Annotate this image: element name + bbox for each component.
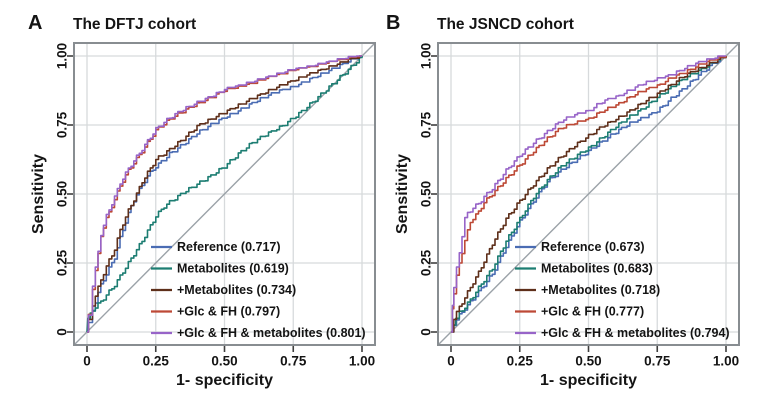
- roc-curve-4: [451, 56, 727, 333]
- x-tick-label: 0.50: [211, 354, 237, 369]
- x-axis-label-a: 1- specificity: [176, 372, 273, 389]
- y-tick-label: 0: [55, 328, 70, 336]
- plot-border: [437, 42, 740, 346]
- roc-curve-2: [86, 56, 363, 333]
- y-tick-label: 0: [419, 328, 434, 336]
- roc-curve-1: [451, 56, 727, 333]
- legend-label: Metabolites (0.619): [177, 262, 289, 276]
- y-tick-label: 0.50: [419, 181, 434, 207]
- roc-curve-1: [87, 55, 363, 333]
- panel-B: 0 0.25 0.50 0.75 1.00 0 0.25 0.50 0.75 1.00 Refere…: [419, 42, 740, 369]
- y-tick-label: 0.25: [419, 249, 434, 276]
- roc-curve-5: [451, 55, 726, 333]
- legend-label: Reference (0.717): [177, 240, 281, 254]
- panel-A: 0 0.25 0.50 0.75 1.00 0 0.25 0.50 0.75 1.00 Refere…: [55, 42, 376, 369]
- x-tick-label: 0.75: [644, 354, 671, 369]
- panel-title-dftj: The DFTJ cohort: [73, 16, 197, 33]
- y-tick-label: 0.50: [55, 181, 70, 207]
- legend-label: +Glc & FH & metabolites (0.801): [177, 326, 366, 340]
- legend-label: +Glc & FH & metabolites (0.794): [541, 326, 730, 340]
- x-tick-label: 0.25: [507, 354, 534, 369]
- y-tick-label: 1.00: [419, 43, 434, 69]
- y-tick-label: 0.25: [55, 249, 70, 276]
- panel-title-jsncd: The JSNCD cohort: [437, 16, 574, 33]
- y-tick-label: 0.75: [55, 111, 70, 138]
- diagonal-reference-line: [437, 42, 740, 346]
- legend-label: +Metabolites (0.718): [541, 283, 660, 297]
- x-axis-label-b: 1- specificity: [540, 372, 637, 389]
- legend-label: +Glc & FH (0.777): [541, 305, 644, 319]
- x-tick-label: 0: [447, 354, 455, 369]
- x-tick-label: 1.00: [713, 354, 739, 369]
- x-tick-label: 0: [83, 354, 91, 369]
- plot-border: [73, 42, 376, 346]
- legend-label: Metabolites (0.683): [541, 262, 653, 276]
- x-tick-label: 1.00: [349, 354, 375, 369]
- x-tick-label: 0.75: [280, 354, 307, 369]
- legend-label: +Glc & FH (0.797): [177, 305, 280, 319]
- roc-curve-5: [87, 55, 362, 333]
- x-tick-label: 0.25: [143, 354, 170, 369]
- x-tick-label: 0.50: [575, 354, 601, 369]
- roc-curve-3: [451, 56, 727, 333]
- legend-label: Reference (0.673): [541, 240, 645, 254]
- roc-curve-2: [451, 56, 727, 333]
- panel-letter-b: B: [386, 12, 401, 34]
- y-axis-label-b: Sensitivity: [394, 153, 411, 235]
- roc-curve-3: [87, 55, 362, 333]
- y-tick-label: 1.00: [55, 43, 70, 69]
- legend-label: +Metabolites (0.734): [177, 283, 296, 297]
- panel-letter-a: A: [28, 12, 43, 34]
- y-axis-label-a: Sensitivity: [30, 153, 47, 235]
- y-tick-label: 0.75: [419, 111, 434, 138]
